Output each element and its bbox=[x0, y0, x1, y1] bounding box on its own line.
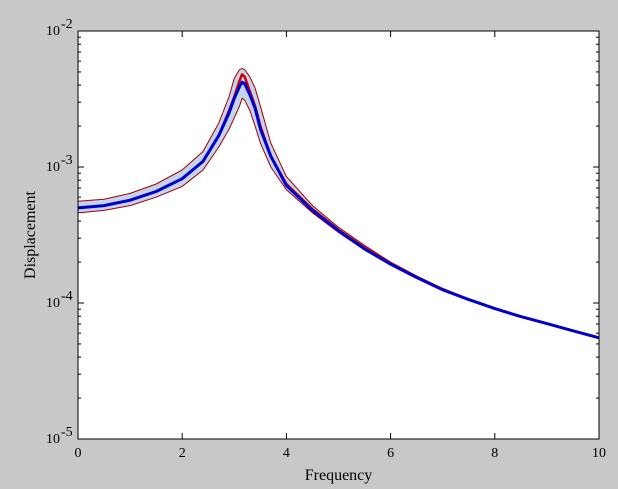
axes-frame bbox=[77, 30, 600, 440]
y-tick-label: 10 bbox=[46, 160, 60, 175]
x-tick-label: 8 bbox=[491, 446, 498, 461]
x-tick-label: 2 bbox=[179, 446, 186, 461]
x-tick-label: 6 bbox=[387, 446, 394, 461]
y-tick-label-exponent: -2 bbox=[61, 17, 73, 32]
x-tick-label: 10 bbox=[592, 446, 606, 461]
series-line-2 bbox=[77, 80, 600, 340]
series-layer bbox=[77, 73, 600, 340]
y-tick-label-exponent: -4 bbox=[61, 289, 73, 304]
y-tick-label-exponent: -3 bbox=[61, 153, 73, 168]
ticks-layer bbox=[77, 31, 600, 440]
y-tick-label: 10 bbox=[46, 432, 60, 447]
y-tick-label: 10 bbox=[46, 24, 60, 39]
y-tick-label: 10 bbox=[46, 296, 60, 311]
plot-area bbox=[78, 31, 599, 439]
y-tick-label-exponent: -5 bbox=[61, 425, 73, 440]
x-tick-label: 0 bbox=[75, 446, 82, 461]
x-axis-label: Frequency bbox=[305, 467, 373, 484]
x-tick-label: 4 bbox=[283, 446, 290, 461]
y-axis-label: Displacement bbox=[22, 190, 39, 279]
